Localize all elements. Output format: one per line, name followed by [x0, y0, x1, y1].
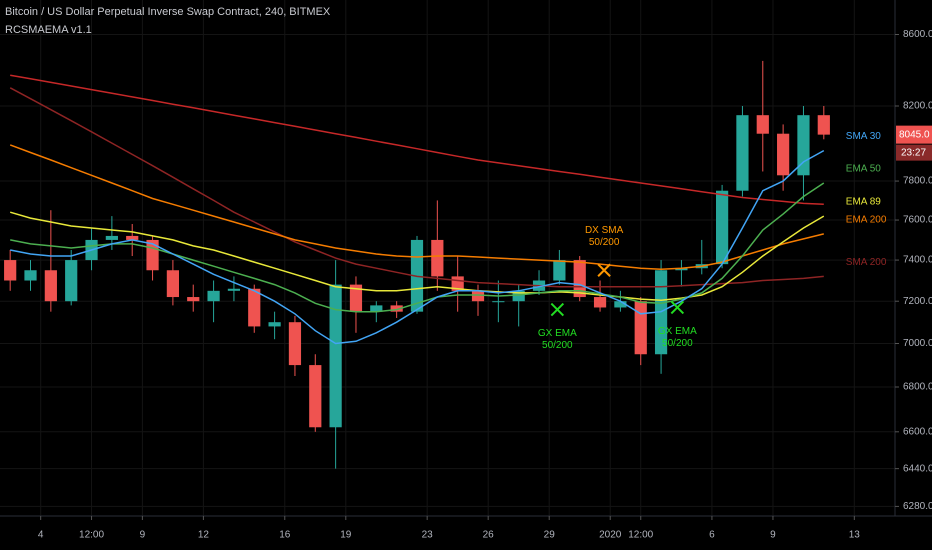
candle-body	[593, 297, 607, 308]
y-tick-label: 8200.0	[903, 101, 932, 112]
candle-body	[268, 322, 281, 327]
candle-body	[817, 115, 830, 135]
x-tick-label: 12:00	[628, 530, 653, 541]
candle-body	[431, 239, 444, 277]
annotation-sub: 50/200	[662, 338, 693, 349]
candle-body	[756, 115, 769, 134]
chart-title: Bitcoin / US Dollar Perpetual Inverse Sw…	[5, 6, 331, 18]
cross-marker	[597, 263, 611, 277]
candle-body	[227, 288, 241, 291]
candle-body	[187, 297, 200, 302]
x-tick-label: 29	[544, 530, 556, 541]
y-tick-label: 7400.0	[903, 255, 932, 266]
candle-body	[126, 235, 139, 240]
x-tick-label: 9	[770, 530, 776, 541]
x-tick-label: 13	[849, 530, 861, 541]
legend-label: EMA 50	[846, 164, 881, 175]
countdown-tag	[896, 144, 932, 161]
candle-body	[105, 235, 118, 240]
candle-body	[248, 288, 261, 327]
last-price-tag	[896, 125, 932, 144]
legend-label: EMA 200	[846, 215, 887, 226]
x-tick-label: 4	[38, 530, 44, 541]
countdown-label: 23:27	[901, 147, 926, 158]
x-tick-label: 12	[198, 530, 210, 541]
ma-line	[9, 144, 824, 270]
legend-label: SMA 200	[846, 257, 887, 268]
candle-body	[370, 305, 383, 312]
cross-marker	[550, 302, 565, 317]
y-tick-label: 6440.0	[903, 463, 932, 474]
candle-body	[675, 268, 688, 271]
y-tick-label: 6280.0	[903, 501, 932, 512]
ma-line	[10, 74, 824, 206]
candle-body	[716, 190, 729, 265]
ma-line	[9, 87, 824, 288]
candle-body	[207, 290, 220, 302]
candle-body	[777, 133, 790, 176]
candle-body	[309, 365, 322, 428]
candle-body	[390, 305, 403, 312]
cross-marker	[670, 300, 685, 315]
candle-body	[614, 301, 627, 308]
y-tick-label: 7600.0	[903, 215, 932, 226]
x-tick-label: 26	[483, 530, 495, 541]
annotation-sub: 50/200	[542, 340, 573, 351]
candle-body	[4, 260, 17, 281]
x-tick-label: 16	[279, 530, 291, 541]
candle-body	[736, 115, 749, 191]
y-tick-label: 7000.0	[903, 338, 932, 349]
x-tick-label: 2020	[599, 530, 622, 541]
candle-body	[349, 284, 363, 312]
legend-label: EMA 89	[846, 197, 881, 208]
candle-body	[471, 290, 485, 302]
annotation-text: DX SMA	[585, 225, 624, 236]
candle-body	[166, 270, 179, 298]
candle-body	[512, 290, 525, 302]
axes: 8600.0 8200.0 7800.0 7600.0 7400.0 7200.0 7000…	[38, 29, 932, 541]
y-tick-label: 7200.0	[903, 296, 932, 307]
candle-body	[573, 260, 586, 298]
x-tick-label: 9	[140, 530, 146, 541]
candle-body	[44, 270, 57, 302]
last-price-label: 8045.0	[899, 129, 930, 140]
x-tick-label: 12:00	[79, 530, 104, 541]
indicator-name: RCSMAEMA v1.1	[5, 24, 92, 36]
candle-body	[288, 322, 302, 366]
candle-body	[634, 301, 647, 355]
x-tick-label: 6	[709, 530, 715, 541]
candle-body	[329, 284, 342, 428]
x-tick-label: 19	[340, 530, 352, 541]
x-tick-label: 23	[422, 530, 434, 541]
y-tick-label: 7800.0	[903, 176, 932, 187]
candle-body	[24, 270, 37, 281]
y-tick-label: 8600.0	[903, 29, 932, 40]
ma-line	[10, 149, 825, 345]
annotation-text: GX EMA	[538, 328, 577, 339]
annotation-text: GX EMA	[658, 326, 697, 337]
annotation-sub: 50/200	[589, 237, 620, 248]
candle-body	[492, 301, 505, 303]
y-tick-label: 6600.0	[903, 426, 932, 437]
candle-body	[65, 260, 78, 302]
legend-label: SMA 30	[846, 131, 881, 142]
y-tick-label: 6800.0	[903, 382, 932, 393]
candle-body	[553, 260, 566, 281]
